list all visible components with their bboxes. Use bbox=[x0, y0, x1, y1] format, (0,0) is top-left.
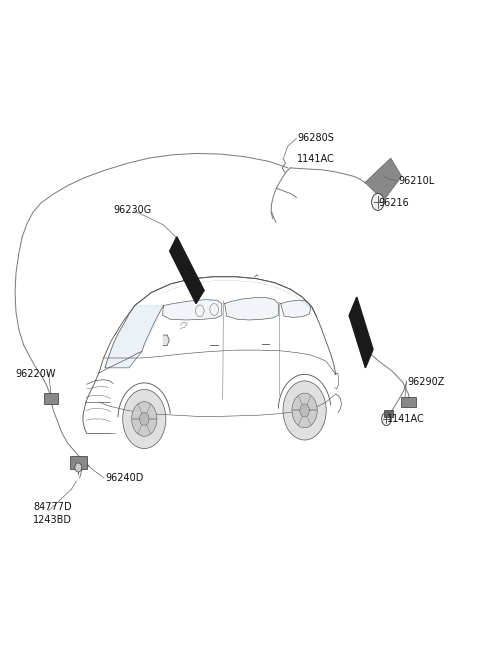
Polygon shape bbox=[225, 298, 278, 320]
Text: 96220W: 96220W bbox=[15, 369, 56, 379]
Circle shape bbox=[123, 390, 166, 449]
FancyBboxPatch shape bbox=[44, 394, 58, 404]
Circle shape bbox=[372, 193, 384, 210]
Text: 96290Z: 96290Z bbox=[408, 377, 445, 387]
Polygon shape bbox=[364, 158, 402, 200]
Polygon shape bbox=[105, 306, 163, 368]
FancyBboxPatch shape bbox=[401, 397, 416, 407]
Text: 1141AC: 1141AC bbox=[297, 154, 334, 164]
Text: 96240D: 96240D bbox=[105, 473, 144, 483]
Circle shape bbox=[283, 381, 326, 440]
Polygon shape bbox=[162, 300, 222, 320]
Text: 1141AC: 1141AC bbox=[387, 414, 425, 424]
Polygon shape bbox=[169, 237, 204, 304]
Circle shape bbox=[382, 413, 391, 426]
Text: 96280S: 96280S bbox=[298, 133, 334, 143]
Text: 96210L: 96210L bbox=[398, 176, 434, 186]
FancyBboxPatch shape bbox=[70, 457, 86, 470]
Polygon shape bbox=[349, 297, 373, 368]
Circle shape bbox=[132, 401, 157, 436]
Text: 96230G: 96230G bbox=[113, 206, 151, 215]
Polygon shape bbox=[163, 335, 169, 346]
Circle shape bbox=[300, 404, 309, 417]
Text: 96216: 96216 bbox=[379, 198, 409, 208]
Circle shape bbox=[75, 463, 82, 472]
Circle shape bbox=[292, 393, 317, 428]
Circle shape bbox=[140, 413, 149, 426]
Text: 84777D: 84777D bbox=[33, 502, 72, 512]
Polygon shape bbox=[281, 300, 311, 317]
Text: 1243BD: 1243BD bbox=[33, 515, 72, 525]
FancyBboxPatch shape bbox=[384, 411, 393, 417]
